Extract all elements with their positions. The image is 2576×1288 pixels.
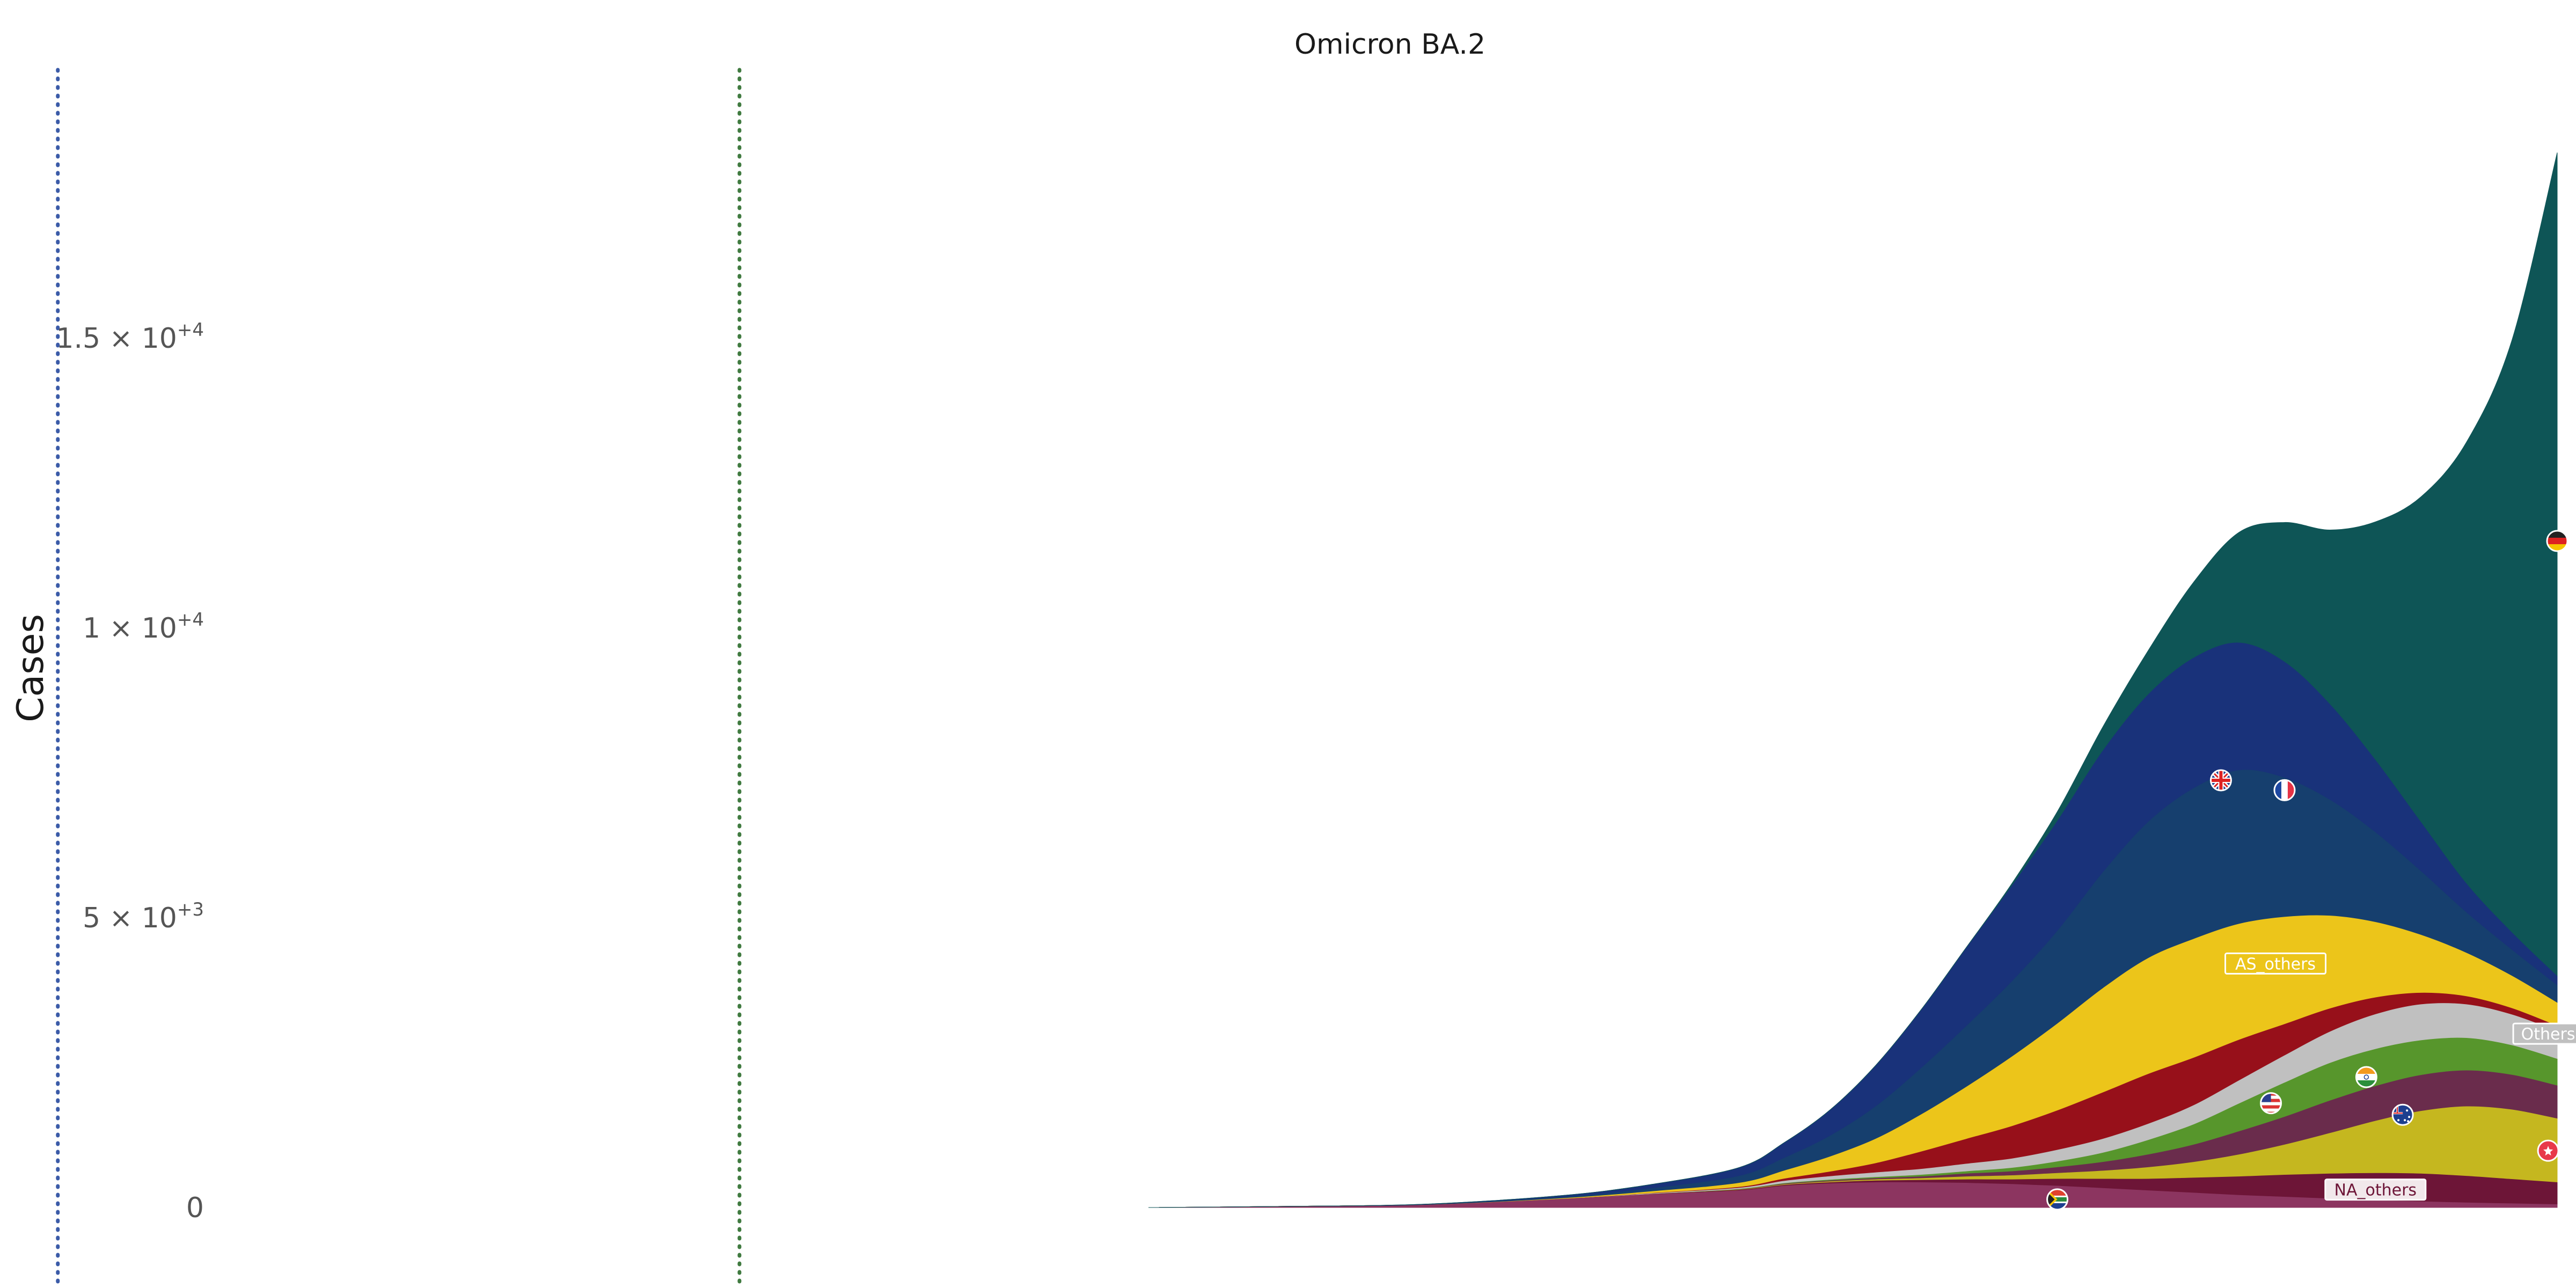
flag-fr-icon — [2273, 779, 2296, 801]
y-tick-label: 1 × 10+4 — [83, 609, 204, 645]
y-tick-label: 5 × 10+3 — [83, 899, 204, 934]
chart-title: Omicron BA.2 — [1294, 28, 1485, 61]
region-labels: AS_others Others NA_others — [2224, 952, 2576, 1201]
flag-hk-icon — [2537, 1139, 2559, 1162]
event-markers — [56, 68, 742, 1288]
flag-au-icon — [2391, 1103, 2414, 1126]
flag-us-icon — [2260, 1092, 2282, 1115]
region-label: NA_others — [2324, 1179, 2427, 1201]
area-series-10 — [1148, 152, 2558, 1208]
y-axis-label: Cases — [10, 614, 52, 722]
y-ticks: 0 5 × 10+3 1 × 10+4 1.5 × 10+4 — [56, 319, 204, 1224]
region-label-text: AS_others — [2235, 955, 2316, 974]
y-tick-label: 1.5 × 10+4 — [56, 319, 204, 355]
flag-de-icon — [2546, 530, 2568, 552]
country-flags — [2046, 530, 2568, 1211]
region-label-text: Others — [2521, 1025, 2575, 1044]
region-label-text: NA_others — [2334, 1181, 2417, 1200]
area-series — [1148, 152, 2558, 1208]
y-tick-label: 0 — [186, 1192, 204, 1224]
region-label: Others — [2512, 1022, 2576, 1045]
flag-gb-icon — [2209, 769, 2232, 792]
region-label: AS_others — [2224, 952, 2326, 975]
flag-in-icon — [2355, 1066, 2377, 1088]
flag-za-icon — [2046, 1188, 2069, 1211]
